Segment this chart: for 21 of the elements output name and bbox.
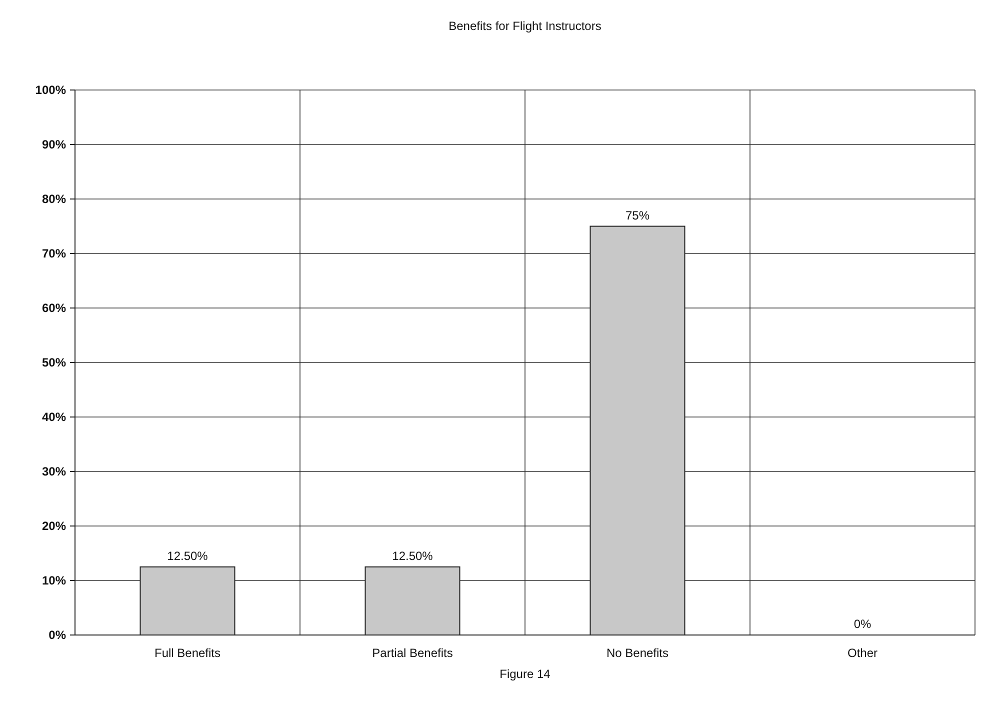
y-tick-label: 40% [42,410,66,424]
y-tick-label: 20% [42,519,66,534]
data-label: 12.50% [392,548,434,563]
y-tick-label: 100% [35,83,66,98]
x-tick-label: No Benefits [606,646,669,660]
data-label: 0% [854,617,872,631]
caption: Figure 14 [500,667,551,681]
y-tick-label: 90% [42,138,66,152]
y-tick-label: 0% [48,628,66,642]
data-label: 12.50% [167,548,208,563]
y-tick-label: 70% [42,246,66,261]
y-tick-label: 50% [42,356,66,370]
chart-title: Benefits for Flight Instructors [448,19,602,33]
data-label: 75% [625,208,650,222]
y-tick-label: 60% [42,301,66,316]
y-tick-label: 10% [42,574,66,588]
x-tick-label: Full Benefits [154,646,221,660]
x-tick-label: Partial Benefits [372,646,453,660]
y-tick-label: 80% [42,192,66,206]
y-tick-label: 30% [42,464,66,479]
x-tick-label: Other [847,646,878,660]
